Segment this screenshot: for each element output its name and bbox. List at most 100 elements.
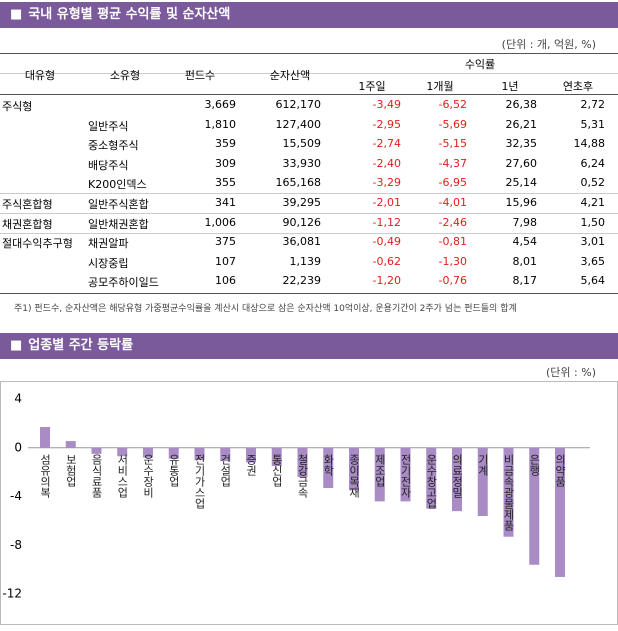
table-cell: 3,669 <box>204 98 237 111</box>
x-tick-label: 운수장비 <box>142 453 155 497</box>
x-tick-label: 서비스업 <box>116 453 129 497</box>
x-tick-label: 건설업 <box>219 453 232 486</box>
table-cell: 6,24 <box>580 156 606 170</box>
section-header: ■ 업종별 주간 등락률 <box>0 333 618 359</box>
bar <box>220 447 231 462</box>
table-cell: 채권혼합형 <box>2 217 53 231</box>
table-cell: 33,930 <box>282 156 322 170</box>
table-cell: 375 <box>215 235 236 249</box>
table-cell: 39,295 <box>282 196 322 209</box>
bar <box>477 447 488 516</box>
column-header: 순자산액 <box>269 69 311 82</box>
table-cell: -0,76 <box>438 274 467 288</box>
table-cell: 4,21 <box>580 196 606 209</box>
y-tick-label: -12 <box>2 587 22 601</box>
table-cell: 공모주하이일드 <box>88 276 159 290</box>
bar <box>194 447 205 460</box>
table-cell: 341 <box>215 196 236 209</box>
table-cell: -6,95 <box>438 176 467 190</box>
table-cell: -2,40 <box>372 156 401 170</box>
chart-frame <box>0 381 618 625</box>
table-cell: 중소형주식 <box>88 139 139 153</box>
table-cell: 주식혼합형 <box>2 198 53 211</box>
x-tick-label: 비금속광물제품 <box>502 453 515 530</box>
x-tick-label: 보험업 <box>64 453 77 486</box>
bar <box>143 447 153 458</box>
bar <box>65 441 76 448</box>
table-cell: 22,239 <box>282 274 322 288</box>
table-cell: -6,52 <box>438 98 467 111</box>
table-cell: 배당주식 <box>88 158 129 172</box>
rule <box>0 73 618 74</box>
table-cell: 2,72 <box>580 98 606 111</box>
column-header: 1년 <box>501 80 519 93</box>
rule <box>0 53 618 54</box>
unit: (단위 : 개, 억원, %) <box>501 38 596 51</box>
table-cell: 7,98 <box>512 215 538 229</box>
table-cell: 1,139 <box>289 254 322 268</box>
table-cell: -3,49 <box>372 98 401 111</box>
x-tick-label: 섬유의복 <box>39 453 52 498</box>
x-tick-label: 철강금속 <box>296 453 309 497</box>
x-tick-label: 전기전자 <box>399 453 412 497</box>
table-cell: 5,64 <box>580 274 606 288</box>
bar <box>168 447 179 459</box>
table-cell: 15,96 <box>505 196 538 209</box>
rule <box>0 293 618 294</box>
y-tick-label: 4 <box>14 392 22 406</box>
section-header: ■ 국내 유형별 평균 수익률 및 순자산액 <box>0 2 618 28</box>
rule <box>0 213 618 214</box>
table-cell: 25,14 <box>505 176 538 190</box>
x-tick-label: 화학 <box>322 453 335 475</box>
table-cell: 8,01 <box>512 254 538 268</box>
table-cell: 127,400 <box>275 117 322 131</box>
table-cell: -0,62 <box>372 254 401 268</box>
table-cell: -2,95 <box>372 117 401 131</box>
bar <box>529 447 540 565</box>
x-tick-label: 은행 <box>528 453 541 475</box>
table-cell: 3,01 <box>580 235 606 249</box>
bar <box>117 447 128 457</box>
table-cell: 1,810 <box>204 117 237 131</box>
table-cell: 355 <box>215 176 236 190</box>
table-cell: 106 <box>215 274 236 288</box>
column-header: 1주일 <box>358 80 386 93</box>
y-tick-label: -8 <box>10 538 22 552</box>
table-cell: -0,81 <box>438 235 467 249</box>
table-cell: 주식형 <box>2 100 33 113</box>
table-cell: 일반주식혼합 <box>88 198 149 211</box>
table-cell: 309 <box>215 156 236 170</box>
column-header: 소유형 <box>109 69 141 82</box>
table-cell: -2,46 <box>438 215 467 229</box>
rule <box>0 193 618 195</box>
table-cell: -4,01 <box>438 196 467 209</box>
table-cell: 4,54 <box>512 235 538 249</box>
table-cell: 시장중립 <box>88 256 129 270</box>
group-header: 수익률 <box>464 58 496 71</box>
table-cell: -1,12 <box>372 215 401 229</box>
table-cell: 90,126 <box>282 215 322 229</box>
bar <box>374 447 385 502</box>
note: 주1) 펀드수, 순자산액은 해당유형 가중평균수익률을 계산시 대상으로 삼은… <box>14 304 517 314</box>
y-tick-label: 0 <box>14 440 22 454</box>
x-tick-label: 통신업 <box>270 453 283 486</box>
table-cell: 1,50 <box>580 215 606 229</box>
bar <box>271 447 282 467</box>
table-cell: 14,88 <box>573 137 606 151</box>
rule <box>0 94 618 95</box>
table-cell: 채권알파 <box>88 237 129 251</box>
table-cell: -1,30 <box>438 254 467 268</box>
x-tick-label: 의약품 <box>554 453 567 486</box>
table-cell: 5,31 <box>580 117 606 131</box>
table-cell: 15,509 <box>282 137 322 151</box>
table-cell: 36,081 <box>282 235 322 249</box>
x-tick-label: 기계 <box>476 453 489 476</box>
x-tick-label: 전기가스업 <box>193 453 206 508</box>
table-cell: -3,29 <box>372 176 401 190</box>
bar <box>246 447 256 463</box>
x-tick-label: 음식료품 <box>90 453 103 497</box>
table-cell: 1,006 <box>204 215 237 229</box>
y-tick-label: -4 <box>10 489 22 503</box>
unit: (단위 : %) <box>546 366 596 379</box>
